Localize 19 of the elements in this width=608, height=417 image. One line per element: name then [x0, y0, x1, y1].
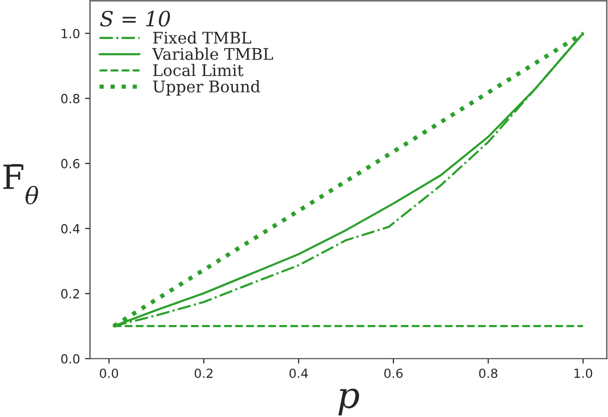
- y-tick-label: 0.8: [61, 94, 80, 104]
- x-tick-label: 1.0: [574, 368, 592, 378]
- legend-label: Fixed TMBL: [153, 31, 252, 44]
- x-tick-label: 0.0: [100, 368, 118, 378]
- y-axis-title: F̄θ: [3, 164, 38, 204]
- y-tick-label: 0.6: [61, 158, 80, 168]
- legend-title: S = 10: [100, 10, 170, 27]
- y-tick-label: 0.0: [61, 354, 80, 364]
- legend-label: Local Limit: [153, 64, 244, 76]
- y-tick-label: 0.4: [61, 224, 80, 234]
- legend-label: Upper Bound: [153, 80, 260, 96]
- x-tick-label: 0.2: [194, 368, 212, 378]
- legend-label: Variable TMBL: [152, 48, 273, 60]
- x-tick-label: 0.6: [384, 368, 403, 378]
- y-tick-label: 0.2: [61, 289, 80, 298]
- y-tick-label: 1.0: [62, 28, 80, 38]
- x-axis-title: p: [338, 388, 360, 416]
- x-tick-label: 0.8: [479, 368, 498, 378]
- x-tick-label: 0.4: [289, 368, 308, 378]
